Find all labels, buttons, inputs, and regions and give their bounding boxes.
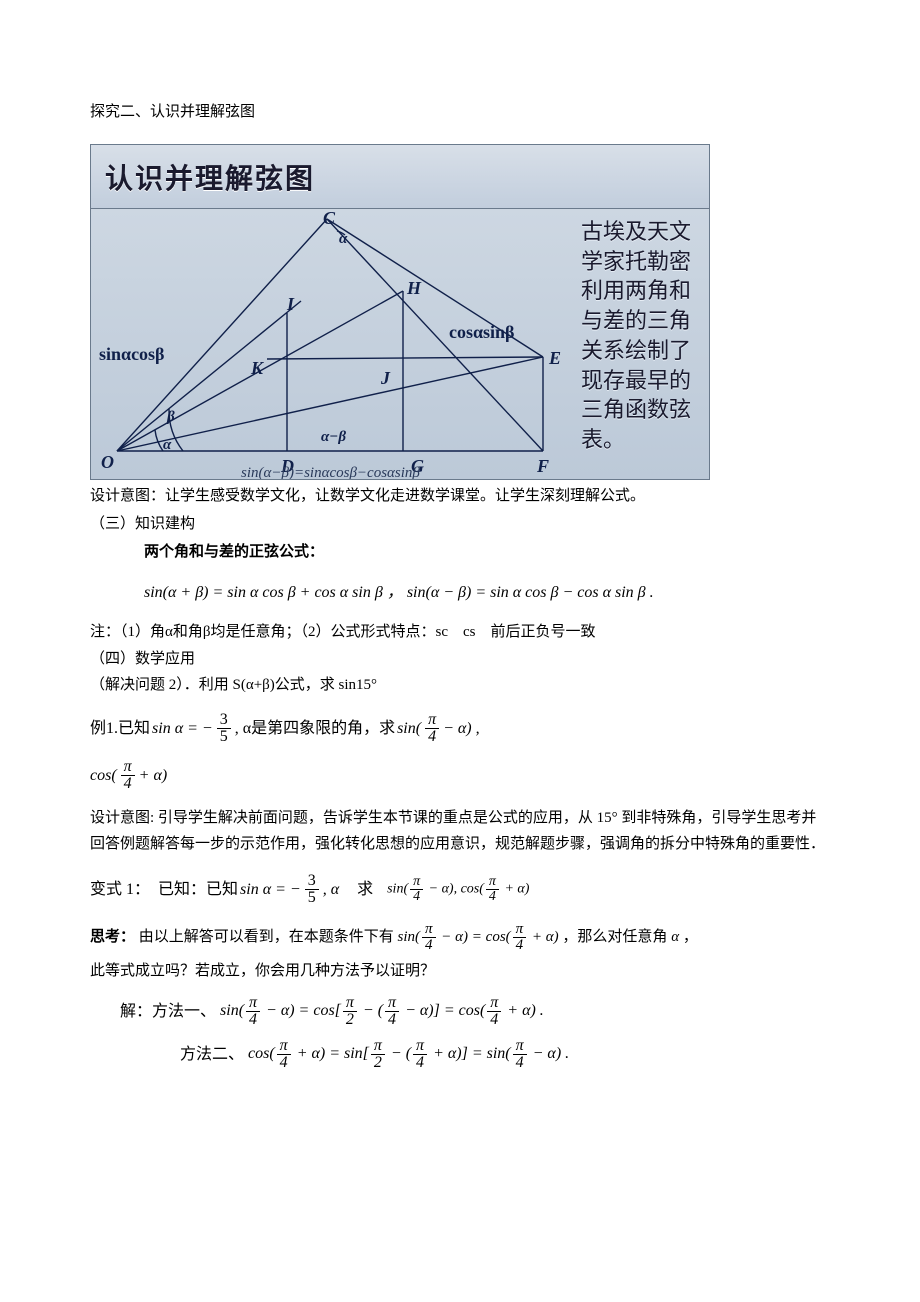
figure: 认识并理解弦图 sinαcosβ cosαsinβ α α (90, 144, 710, 481)
ex1-pi4-2: π 4 (121, 759, 135, 792)
think-part2: ，那么对任意角 (562, 929, 667, 945)
variant-alpha: , α (323, 876, 339, 903)
v-frac-num: 3 (305, 873, 319, 890)
heading-knowledge: （三）知识建构 (90, 512, 830, 538)
label-beta: β (167, 405, 175, 431)
figure-header: 认识并理解弦图 (90, 144, 710, 209)
figure-body: sinαcosβ cosαsinβ α α β α−β C H I K J E … (90, 208, 710, 480)
label-alpha-minus-beta: α−β (321, 425, 346, 451)
pi-num: π (425, 712, 439, 729)
ex1-sin-open: sin( (397, 715, 421, 742)
example-1-line1: 例1.已知 sin α = − 3 5 , α是第四象限的角，求 sin( π … (90, 712, 830, 745)
example-1-line2: cos( π 4 + α) (90, 759, 830, 792)
label-alpha-bot: α (163, 433, 171, 459)
ex1-plus-a: + α) (139, 762, 168, 789)
variant-targets: sin(π4 − α), cos(π4 + α) (387, 875, 529, 904)
pt-J: J (381, 363, 390, 394)
think-label: 思考： (90, 928, 135, 945)
think-line1: 思考： 由以上解答可以看到，在本题条件下有 sin(π4 − α) = cos(… (90, 922, 830, 953)
heading-application: （四）数学应用 (90, 647, 830, 673)
pt-F: F (537, 451, 549, 480)
ex1-sineq: sin α = − (152, 715, 213, 742)
think-part1: 由以上解答可以看到，在本题条件下有 (139, 929, 394, 945)
variant-frac: 3 5 (305, 873, 319, 906)
label-cosasinb: cosαsinβ (449, 317, 515, 348)
solution-method-1: 解：方法一、 sin(π4 − α) = cos[π2 − (π4 − α)] … (120, 995, 830, 1028)
label-sinacosb: sinαcosβ (99, 339, 165, 370)
design-intent-2: 设计意图: 引导学生解决前面问题，告诉学生本节课的重点是公式的应用，从 15° … (90, 806, 830, 857)
design-intent-1: 设计意图：让学生感受数学文化，让数学文化走进数学课堂。让学生深刻理解公式。 (90, 484, 830, 510)
think-line2: 此等式成立吗？若成立，你会用几种方法予以证明？ (90, 959, 830, 985)
sol-m2: cos(π4 + α) = sin[π2 − (π4 + α)] = sin(π… (248, 1038, 569, 1071)
ex1-frac-den: 5 (217, 729, 231, 745)
think-part3: ， (683, 929, 698, 945)
ex1-frac: 3 5 (217, 712, 231, 745)
pt-I: I (287, 289, 294, 320)
variant-sineq: sin α = − (240, 876, 301, 903)
think-eq: sin(π4 − α) = cos(π4 + α) (398, 929, 563, 945)
solve-q2: （解决问题 2）．利用 S(α+β)公式，求 sin15° (90, 673, 830, 699)
solution-method-2: 方法二、 cos(π4 + α) = sin[π2 − (π4 + α)] = … (180, 1038, 830, 1071)
pi-den: 4 (425, 729, 439, 745)
ex1-mid: , α是第四象限的角，求 (235, 715, 395, 742)
ex1-minus-a: − α) , (443, 715, 480, 742)
sol-m1: sin(π4 − α) = cos[π2 − (π4 − α)] = cos(π… (220, 995, 544, 1028)
label-alpha-top: α (339, 227, 347, 253)
variant-label: 变式 1： 已知：已知 (90, 876, 238, 903)
sol-head-2: 方法二、 (180, 1041, 244, 1068)
formula-title: 两个角和与差的正弦公式： (144, 539, 830, 565)
pt-H: H (407, 273, 421, 304)
pt-K: K (251, 353, 263, 384)
ex1-prefix: 例1.已知 (90, 715, 150, 742)
think-alpha: α (671, 929, 679, 945)
pt-O: O (101, 447, 114, 478)
sol-head-1: 解：方法一、 (120, 998, 216, 1025)
figure-bottom-caption: sin(α−β)=sinαcosβ−cosαsinβ (241, 461, 420, 480)
sum-diff-formulas: sin(α + β) = sin α cos β + cos α sin β ，… (144, 579, 830, 606)
figure-side-text: 古埃及天文学家托勒密利用两角和与差的三角关系绘制了现存最早的三角函数弦表。 (581, 217, 701, 455)
pt-C: C (323, 208, 335, 234)
ex1-frac-num: 3 (217, 712, 231, 729)
ex1-pi4-1: π 4 (425, 712, 439, 745)
pi-den2: 4 (121, 776, 135, 792)
formula-text: sin(α + β) = sin α cos β + cos α sin β ，… (144, 584, 654, 601)
pt-E: E (549, 343, 561, 374)
variant-1: 变式 1： 已知：已知 sin α = − 3 5 , α 求 sin(π4 −… (90, 873, 830, 906)
ex1-cos-open: cos( (90, 762, 117, 789)
variant-ask: 求 (357, 876, 373, 903)
pi-num2: π (121, 759, 135, 776)
section-title: 探究二、认识并理解弦图 (90, 100, 830, 126)
v-frac-den: 5 (305, 890, 319, 906)
note-line: 注：（1）角α和角β均是任意角；（2）公式形式特点：sc cs 前后正负号一致 (90, 620, 830, 646)
